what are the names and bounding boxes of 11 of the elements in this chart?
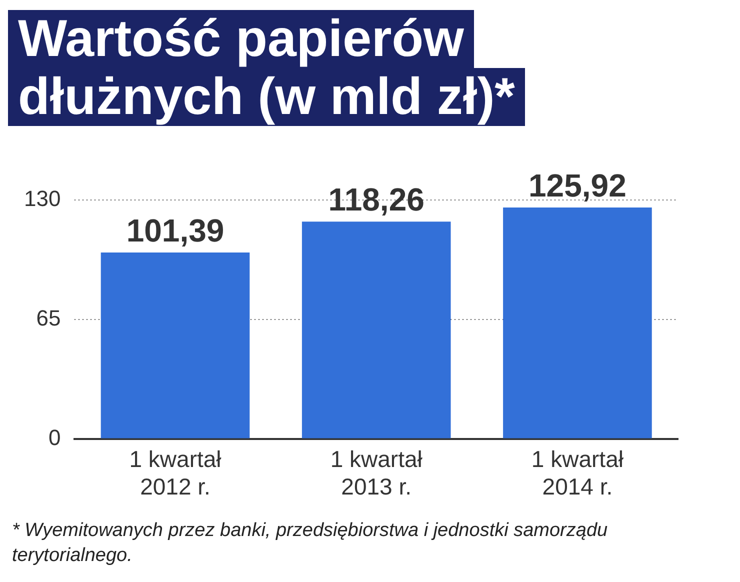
data-label: 118,26 bbox=[328, 181, 424, 218]
chart-title: Wartość papierów dłużnych (w mld zł)* bbox=[17, 10, 516, 126]
data-label: 125,92 bbox=[528, 167, 626, 204]
y-tick-label: 0 bbox=[48, 424, 61, 450]
x-tick-label: 1 kwartał 2012 r. bbox=[129, 446, 222, 500]
y-tick-label: 65 bbox=[36, 305, 61, 330]
data-label: 101,39 bbox=[126, 212, 224, 248]
x-tick-label: 1 kwartał 2014 r. bbox=[531, 446, 624, 500]
y-tick-label: 130 bbox=[24, 186, 61, 212]
x-tick-label: 1 kwartał 2013 r. bbox=[330, 446, 422, 500]
text: * Wyemitowanych przez banki, przedsiębiorstwa i jednostki samorządu terytorialnego. bbox=[12, 519, 609, 568]
